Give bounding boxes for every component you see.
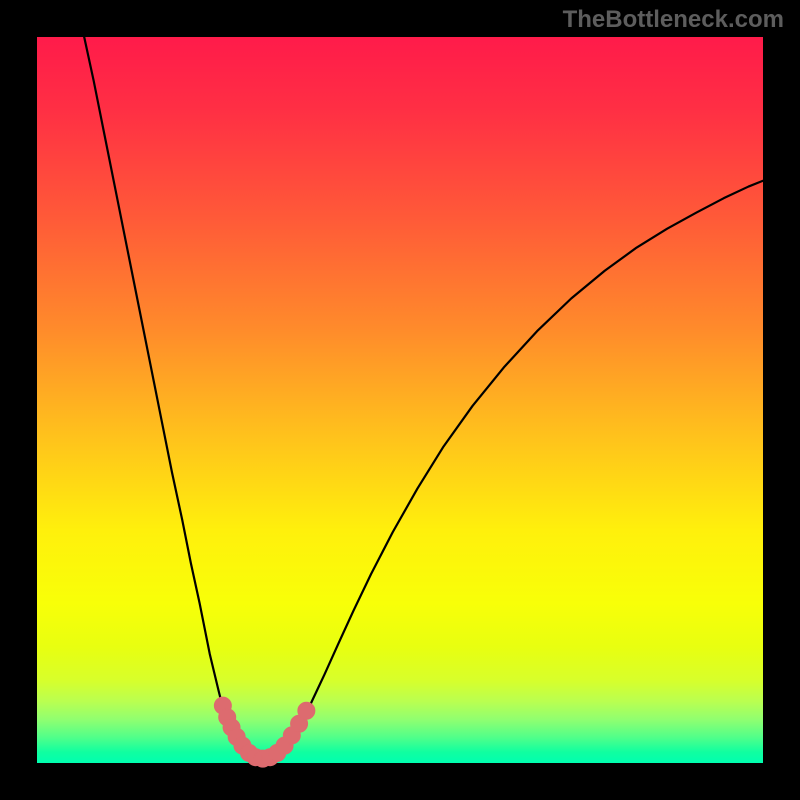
marker-dot: [219, 709, 236, 726]
marker-dot: [234, 737, 251, 754]
plot-background: [37, 37, 763, 763]
marker-dot: [254, 750, 271, 767]
marker-dot: [223, 719, 240, 736]
marker-dot: [228, 728, 245, 745]
bottleneck-curve: [84, 37, 763, 763]
marker-dot: [283, 727, 300, 744]
marker-dot: [214, 697, 231, 714]
marker-dot: [298, 702, 315, 719]
marker-dot: [262, 749, 279, 766]
marker-dot: [247, 749, 264, 766]
marker-dot: [276, 737, 293, 754]
chart-svg: [0, 0, 800, 800]
marker-dot: [240, 744, 257, 761]
chart-canvas: TheBottleneck.com: [0, 0, 800, 800]
watermark-text: TheBottleneck.com: [563, 6, 784, 34]
marker-dot: [291, 715, 308, 732]
marker-dot: [269, 744, 286, 761]
optimal-range-markers: [214, 697, 314, 767]
